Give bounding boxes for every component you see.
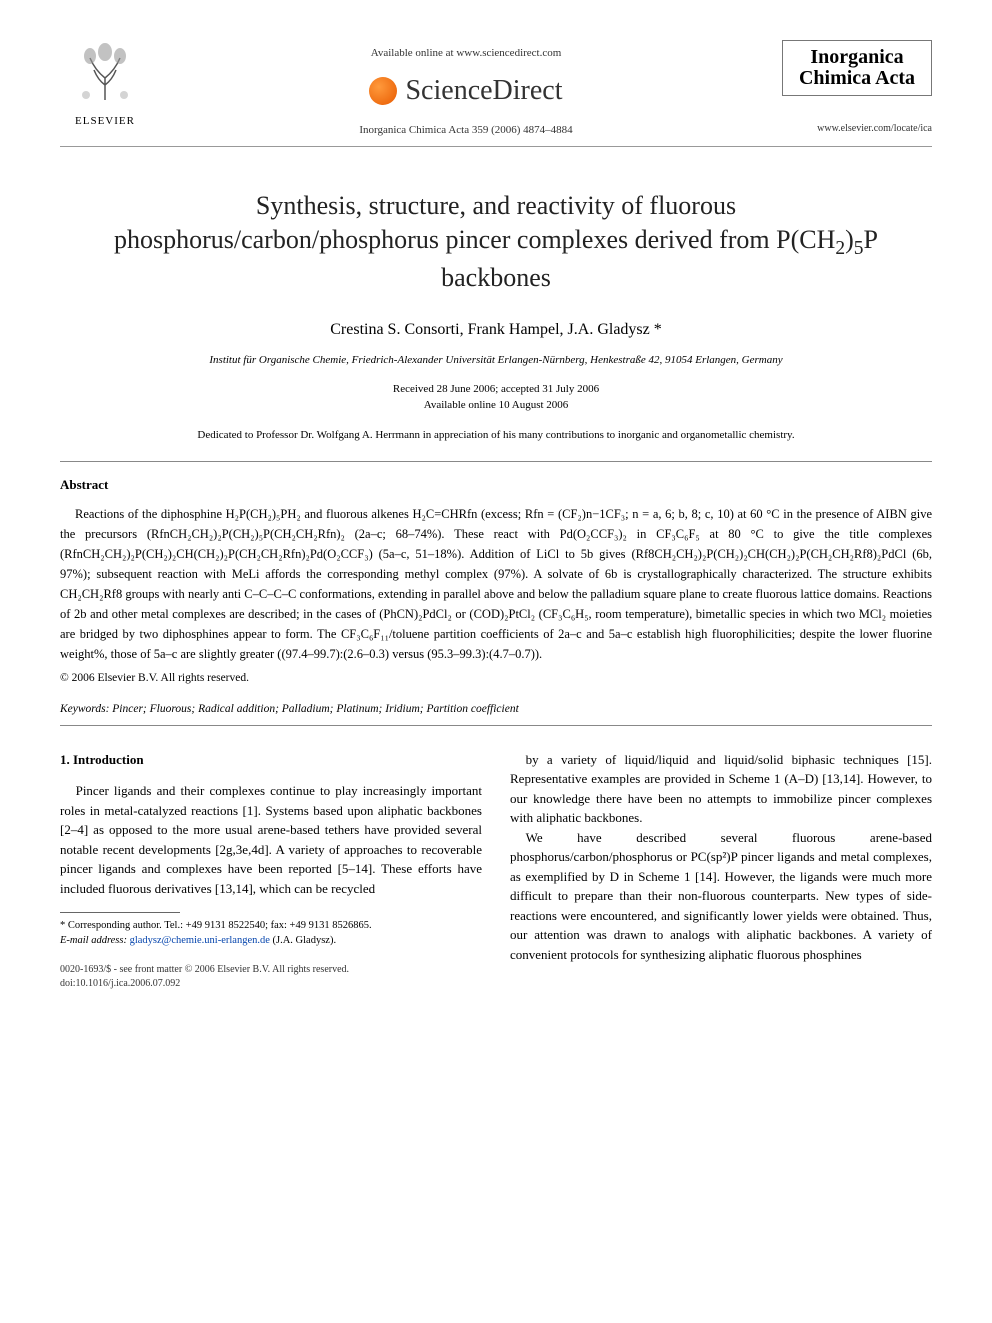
article-title: Synthesis, structure, and reactivity of … [100,189,892,295]
sciencedirect-orb-icon [369,77,397,105]
abstract-heading: Abstract [60,476,932,494]
section-1-heading: 1. Introduction [60,750,482,770]
journal-reference: Inorganica Chimica Acta 359 (2006) 4874–… [150,123,782,138]
issn-line: 0020-1693/$ - see front matter © 2006 El… [60,964,349,975]
left-column: 1. Introduction Pincer ligands and their… [60,750,482,991]
intro-para-right-2: We have described several fluorous arene… [510,828,932,965]
journal-name-line2: Chimica Acta [799,67,915,89]
email-line: E-mail address: gladysz@chemie.uni-erlan… [60,934,482,949]
publisher-block: ELSEVIER [60,40,150,129]
dedication: Dedicated to Professor Dr. Wolfgang A. H… [60,428,932,443]
sciencedirect-logo: ScienceDirect [369,71,562,110]
email-tail: (J.A. Gladysz). [270,935,336,946]
keywords-list: Pincer; Fluorous; Radical addition; Pall… [109,703,518,715]
header-center: Available online at www.sciencedirect.co… [150,40,782,138]
corresponding-author: * Corresponding author. Tel.: +49 9131 8… [60,919,482,934]
email-label: E-mail address: [60,935,127,946]
right-column: by a variety of liquid/liquid and liquid… [510,750,932,991]
available-online-text: Available online at www.sciencedirect.co… [150,46,782,61]
doi-line: doi:10.1016/j.ica.2006.07.092 [60,978,180,989]
abstract-text: Reactions of the diphosphine H₂P(CH₂)₅PH… [60,504,932,664]
journal-url: www.elsevier.com/locate/ica [782,122,932,136]
publisher-name: ELSEVIER [60,114,150,129]
journal-name-box: Inorganica Chimica Acta [782,40,932,96]
keywords-label: Keywords: [60,703,109,715]
intro-para-left: Pincer ligands and their complexes conti… [60,781,482,898]
header-right: Inorganica Chimica Acta www.elsevier.com… [782,40,932,136]
intro-para-right-1: by a variety of liquid/liquid and liquid… [510,750,932,828]
journal-header: ELSEVIER Available online at www.science… [60,40,932,147]
footnotes: * Corresponding author. Tel.: +49 9131 8… [60,919,482,948]
received-date: Received 28 June 2006; accepted 31 July … [393,383,599,395]
front-matter-line: 0020-1693/$ - see front matter © 2006 El… [60,963,482,991]
footnote-separator [60,912,180,913]
divider [60,725,932,726]
online-date: Available online 10 August 2006 [424,399,569,411]
divider [60,461,932,462]
copyright-line: © 2006 Elsevier B.V. All rights reserved… [60,670,932,686]
abstract-section: Abstract Reactions of the diphosphine H₂… [60,476,932,686]
authors: Crestina S. Consorti, Frank Hampel, J.A.… [60,319,932,341]
article-dates: Received 28 June 2006; accepted 31 July … [60,381,932,414]
affiliation: Institut für Organische Chemie, Friedric… [60,353,932,368]
sciencedirect-text: ScienceDirect [405,71,562,110]
elsevier-tree-icon [70,40,140,110]
email-address[interactable]: gladysz@chemie.uni-erlangen.de [130,935,270,946]
body-columns: 1. Introduction Pincer ligands and their… [60,750,932,991]
abstract-body: Reactions of the diphosphine H₂P(CH₂)₅PH… [60,504,932,664]
journal-name-line1: Inorganica [810,46,903,68]
keywords-line: Keywords: Pincer; Fluorous; Radical addi… [60,701,932,717]
